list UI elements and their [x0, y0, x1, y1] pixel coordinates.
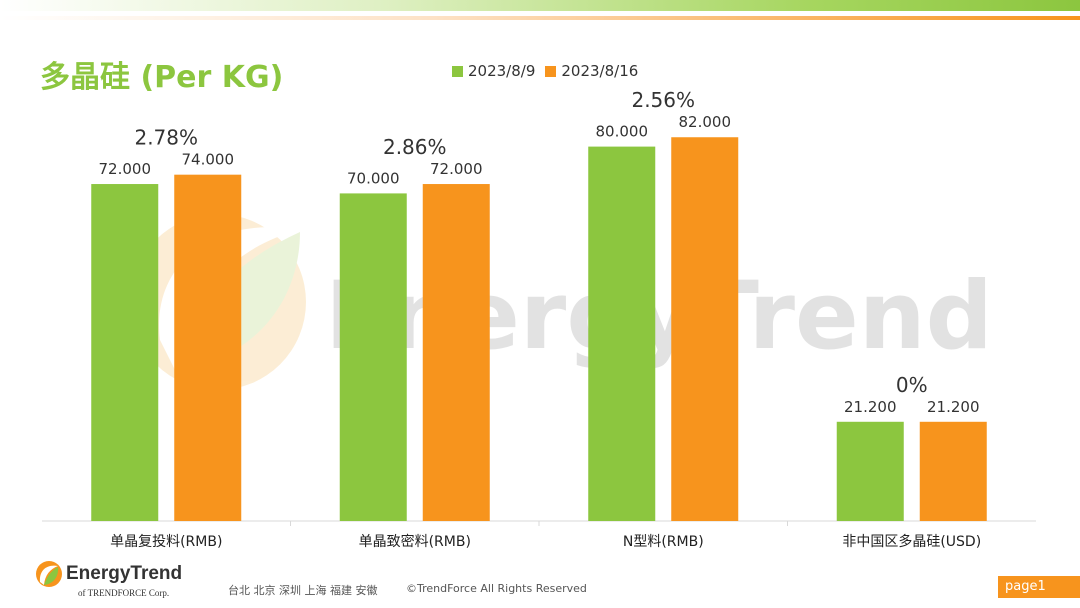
data-label-2-1: 74.000: [182, 151, 235, 169]
energytrend-logo-icon: [36, 561, 62, 587]
legend-label-series-1: 2023/8/9: [468, 62, 536, 80]
data-label-2-2: 72.000: [430, 160, 483, 178]
data-label-2-3: 82.000: [679, 113, 732, 131]
footer-subbrand: of TRENDFORCE Corp.: [78, 588, 170, 598]
page-number-badge: page1: [998, 576, 1080, 598]
bar-2-3: [671, 137, 739, 522]
category-label-2: 单晶致密料(RMB): [359, 533, 471, 550]
bar-2-1: [174, 174, 242, 521]
bar-1-1: [91, 184, 159, 522]
category-label-1: 单晶复投料(RMB): [110, 533, 222, 550]
legend-item-series-2: 2023/8/16: [545, 62, 638, 80]
data-label-1-2: 70.000: [347, 169, 400, 187]
legend-item-series-1: 2023/8/9: [452, 62, 535, 80]
bar-1-2: [339, 193, 407, 521]
change-label-4: 0%: [896, 373, 928, 397]
bar-2-4: [919, 421, 987, 521]
change-label-1: 2.78%: [134, 126, 198, 150]
legend-swatch-green: [452, 65, 463, 77]
bar-1-3: [588, 146, 656, 521]
page-title: 多晶硅 (Per KG): [40, 60, 284, 95]
footer-brand: EnergyTrend: [66, 563, 183, 584]
data-label-2-4: 21.200: [927, 398, 980, 416]
change-label-3: 2.56%: [631, 88, 695, 112]
category-label-4: 非中国区多晶硅(USD): [842, 533, 981, 550]
data-label-1-4: 21.200: [844, 398, 897, 416]
bar-1-4: [836, 421, 904, 521]
bar-2-2: [422, 184, 490, 522]
footer-copyright: ©TrendForce All Rights Reserved: [406, 582, 587, 595]
chart-legend: 2023/8/9 2023/8/16: [452, 62, 648, 80]
top-accent-orange: [0, 16, 1080, 20]
legend-label-series-2: 2023/8/16: [561, 62, 639, 80]
change-label-2: 2.86%: [383, 135, 447, 159]
data-label-1-3: 80.000: [596, 123, 649, 141]
category-label-3: N型料(RMB): [623, 534, 704, 550]
data-label-1-1: 72.000: [99, 160, 152, 178]
legend-swatch-orange: [545, 65, 557, 77]
footer-cities: 台北 北京 深圳 上海 福建 安徽: [228, 584, 378, 597]
top-accent-green: [0, 0, 1080, 11]
